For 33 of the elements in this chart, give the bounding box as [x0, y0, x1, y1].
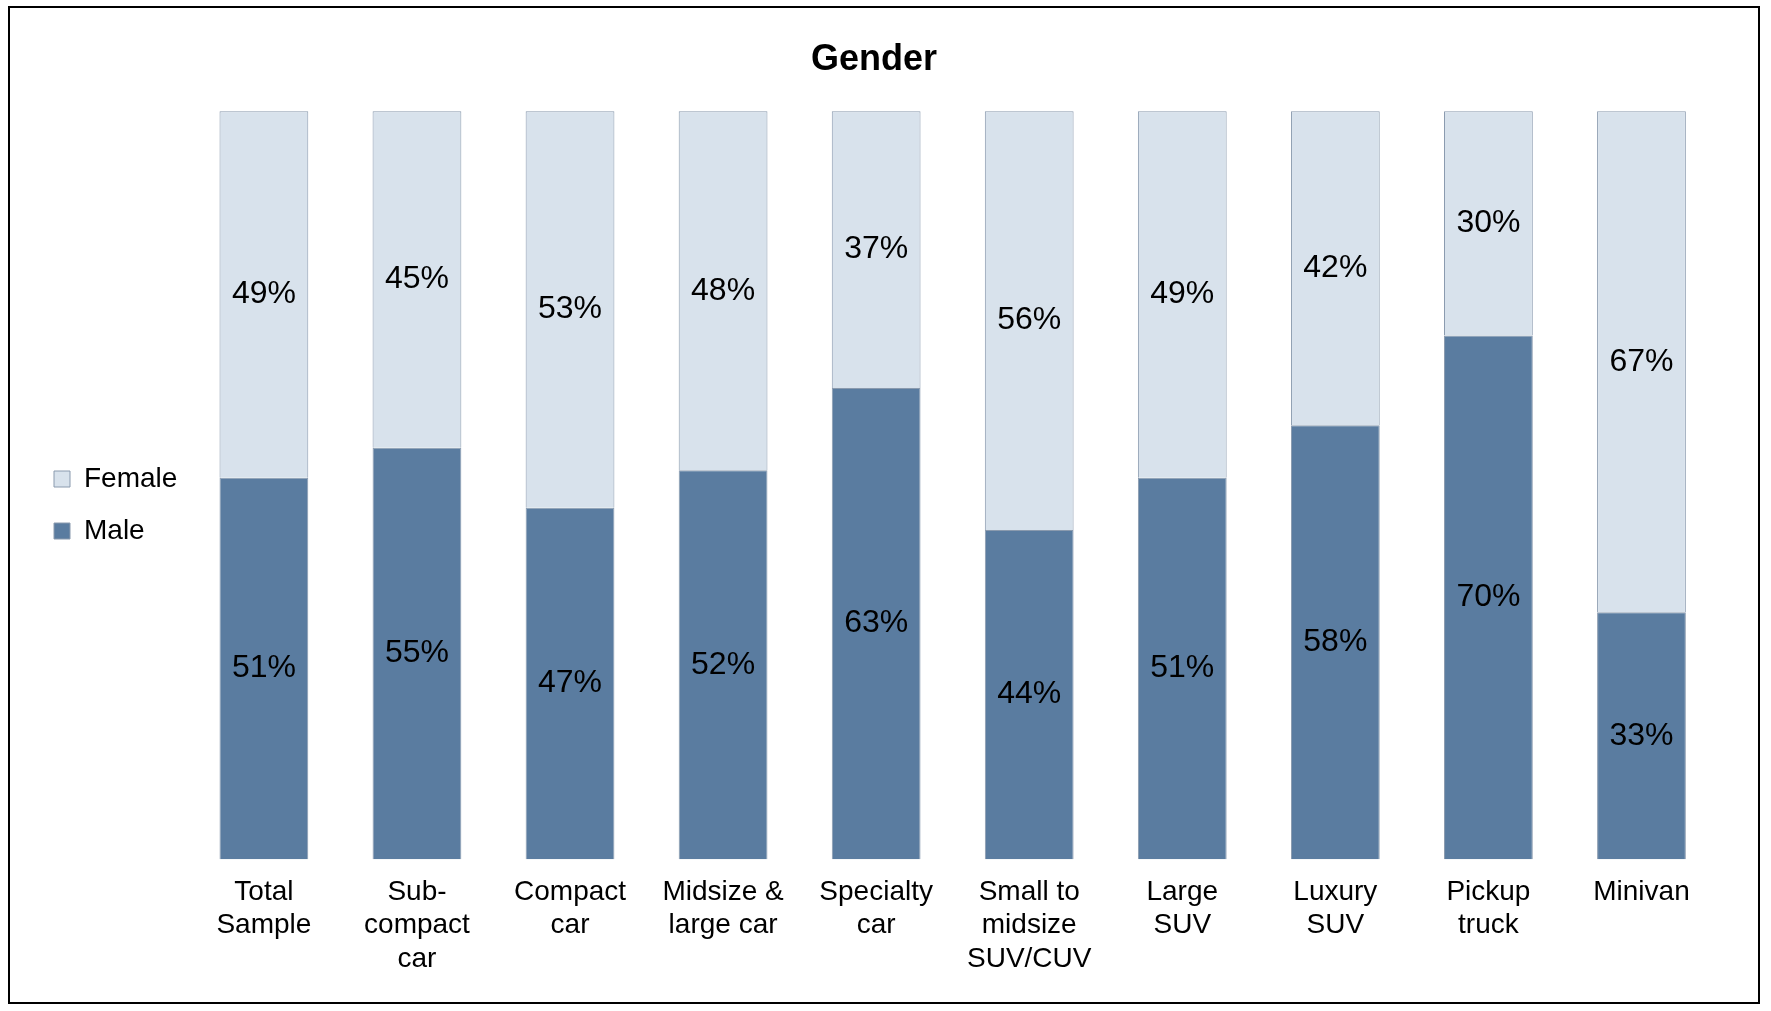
data-label: 58%: [1303, 622, 1368, 659]
data-label: 51%: [1150, 648, 1215, 685]
data-label: 55%: [384, 633, 449, 670]
x-tick-label: Minivan: [1593, 874, 1690, 906]
data-label: 49%: [231, 274, 296, 311]
data-label: 49%: [1150, 274, 1215, 311]
x-tick-label: Specialty car: [819, 874, 933, 940]
data-label: 52%: [691, 644, 756, 681]
x-tick-label: Pickup truck: [1446, 874, 1531, 940]
data-label: 56%: [997, 300, 1062, 337]
legend-label: Female: [84, 461, 178, 493]
data-label: 33%: [1609, 715, 1674, 752]
chart-title: Gender: [810, 36, 938, 78]
data-label: 30%: [1456, 203, 1521, 240]
legend-label: Male: [84, 513, 145, 545]
data-label: 45%: [384, 259, 449, 296]
x-tick-label: Sub-compact car: [364, 874, 471, 973]
data-label: 70%: [1456, 577, 1521, 614]
data-label: 37%: [844, 229, 909, 266]
data-label: 42%: [1303, 248, 1368, 285]
data-label: 48%: [691, 270, 756, 307]
x-tick-label: Midsize & large car: [662, 874, 785, 940]
x-tick-label: Large SUV: [1146, 874, 1219, 940]
x-tick-label: Luxury SUV: [1293, 874, 1378, 940]
data-label: 67%: [1609, 341, 1674, 378]
x-tick-label: Compact car: [514, 874, 627, 940]
data-label: 51%: [231, 648, 296, 685]
data-label: 63%: [844, 603, 909, 640]
x-tick-label: Total Sample: [216, 874, 312, 940]
x-tick-label: Small to midsize SUV/CUV: [966, 874, 1092, 973]
data-label: 44%: [997, 674, 1062, 711]
data-label: 47%: [538, 663, 603, 700]
data-label: 53%: [538, 289, 603, 326]
